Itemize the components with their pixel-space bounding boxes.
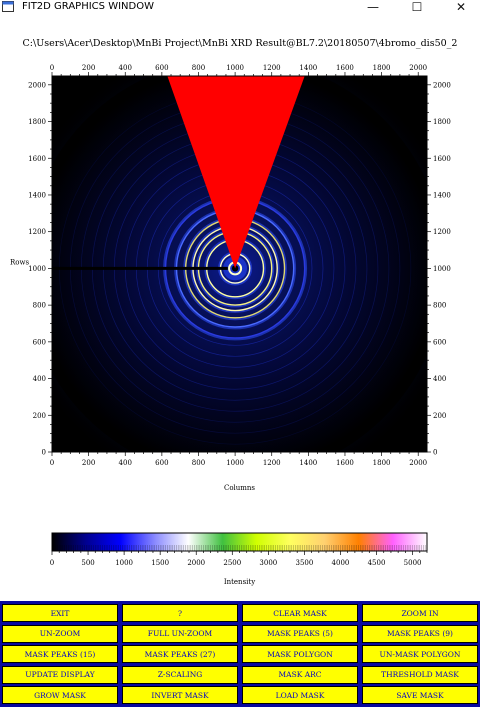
zoom-in-button[interactable]: ZOOM IN: [362, 604, 478, 622]
maximize-button[interactable]: ☐: [411, 0, 423, 14]
y-tick-label-left: 1000: [28, 265, 46, 273]
x-tick-label-top: 1400: [299, 64, 317, 72]
colorbar-tick-label: 500: [81, 559, 94, 567]
y-tick-label-right: 1600: [433, 155, 451, 163]
app-window-icon: [2, 1, 14, 12]
x-tick-label-bottom: 1800: [373, 459, 391, 467]
clear-mask-button[interactable]: CLEAR MASK: [242, 604, 358, 622]
y-tick-label-right: 2000: [433, 81, 451, 89]
y-tick-label-left: 1200: [28, 228, 46, 236]
x-tick-label-top: 800: [192, 64, 205, 72]
y-tick-label-left: 1600: [28, 155, 46, 163]
un-mask-polygon-button[interactable]: UN-MASK POLYGON: [362, 645, 478, 664]
y-tick-label-left: 800: [33, 302, 46, 310]
y-tick-label-right: 1000: [433, 265, 451, 273]
y-tick-label-right: 1400: [433, 191, 451, 199]
x-tick-label-top: 400: [119, 64, 132, 72]
colorbar-tick-label: 5000: [404, 559, 422, 567]
y-tick-label-left: 1800: [28, 118, 46, 126]
x-tick-label-bottom: 0: [50, 459, 54, 467]
colorbar-tick-label: 1500: [151, 559, 169, 567]
invert-mask-button[interactable]: INVERT MASK: [122, 686, 238, 705]
exit-button[interactable]: EXIT: [2, 604, 118, 622]
y-tick-label-left: 2000: [28, 81, 46, 89]
x-tick-label-top: 1200: [263, 64, 281, 72]
x-tick-label-bottom: 200: [82, 459, 95, 467]
window-titlebar: FIT2D GRAPHICS WINDOW — ☐ ✕: [0, 0, 480, 14]
colorbar-tick-label: 4500: [368, 559, 386, 567]
z-scaling-button[interactable]: Z-SCALING: [122, 665, 238, 684]
y-tick-label-right: 200: [433, 412, 446, 420]
y-tick-label-left: 200: [33, 412, 46, 420]
y-tick-label-right: 0: [433, 449, 437, 457]
intensity-colorbar: 0 500 1000 1500 2000 2500 3000 3500 4000 4500 5000…: [50, 532, 428, 586]
x-tick-label-bottom: 400: [119, 459, 132, 467]
x-tick-label-top: 1000: [226, 64, 244, 72]
minimize-button[interactable]: —: [367, 0, 379, 14]
x-axis-title: Columns: [224, 484, 255, 492]
x-tick-label-top: 200: [82, 64, 95, 72]
save-mask-button[interactable]: SAVE MASK: [362, 686, 478, 705]
x-tick-label-bottom: 600: [155, 459, 168, 467]
y-tick-label-right: 1800: [433, 118, 451, 126]
y-tick-label-right: 1200: [433, 228, 451, 236]
x-tick-label-top: 1800: [373, 64, 391, 72]
colorbar-tick-label: 1000: [115, 559, 133, 567]
colorbar-tick-label: 4000: [332, 559, 350, 567]
mask-wedge: [167, 76, 305, 269]
un-zoom-button[interactable]: UN-ZOOM: [2, 624, 118, 643]
update-display-button[interactable]: UPDATE DISPLAY: [2, 665, 118, 684]
plot-title: C:\Users\Acer\Desktop\MnBi Project\MnBi …: [22, 38, 458, 49]
y-axis-title: Rows: [10, 259, 29, 267]
colorbar-tick-label: 2000: [187, 559, 205, 567]
mask-peaks-27-button[interactable]: MASK PEAKS (27): [122, 645, 238, 664]
load-mask-button[interactable]: LOAD MASK: [242, 686, 358, 705]
mask-arc-button[interactable]: MASK ARC: [242, 665, 358, 684]
x-tick-label-top: 1600: [336, 64, 354, 72]
grow-mask-button[interactable]: GROW MASK: [2, 686, 118, 705]
mask-polygon-button[interactable]: MASK POLYGON: [242, 645, 358, 664]
y-tick-label-right: 400: [433, 375, 446, 383]
x-tick-label-top: 2000: [409, 64, 427, 72]
y-tick-label-right: 600: [433, 338, 446, 346]
y-tick-label-left: 0: [42, 449, 46, 457]
mask-peaks-5-button[interactable]: MASK PEAKS (5): [242, 624, 358, 643]
colorbar-title: Intensity: [224, 578, 255, 586]
x-tick-label-bottom: 800: [192, 459, 205, 467]
close-button[interactable]: ✕: [455, 0, 467, 14]
help-button[interactable]: ?: [122, 604, 238, 622]
mask-peaks-15-button[interactable]: MASK PEAKS (15): [2, 645, 118, 664]
x-tick-label-bottom: 1000: [226, 459, 244, 467]
button-panel: EXIT? CLEAR MASK ZOOM IN UN-ZOOM FULL UN-ZOO…: [0, 601, 480, 707]
colorbar-tick-label: 0: [50, 559, 54, 567]
y-tick-label-left: 1400: [28, 191, 46, 199]
window-title: FIT2D GRAPHICS WINDOW: [22, 1, 154, 12]
threshold-mask-button[interactable]: THRESHOLD MASK: [362, 665, 478, 684]
full-un-zoom-button[interactable]: FULL UN-ZOOM: [122, 624, 238, 643]
y-tick-label-right: 800: [433, 302, 446, 310]
plot-frame: [51, 75, 428, 453]
x-tick-label-bottom: 1200: [263, 459, 281, 467]
x-tick-label-top: 0: [50, 64, 54, 72]
x-tick-label-bottom: 2000: [409, 459, 427, 467]
x-tick-label-bottom: 1400: [299, 459, 317, 467]
x-tick-label-top: 600: [155, 64, 168, 72]
colorbar-tick-label: 3000: [259, 559, 277, 567]
y-tick-label-left: 600: [33, 338, 46, 346]
x-tick-label-bottom: 1600: [336, 459, 354, 467]
y-tick-label-left: 400: [33, 375, 46, 383]
colorbar-tick-label: 3500: [295, 559, 313, 567]
colorbar-tick-label: 2500: [223, 559, 241, 567]
diffraction-image-plot[interactable]: 0020020040040060060080080010001000120012…: [0, 56, 480, 496]
mask-peaks-9-button[interactable]: MASK PEAKS (9): [362, 624, 478, 643]
